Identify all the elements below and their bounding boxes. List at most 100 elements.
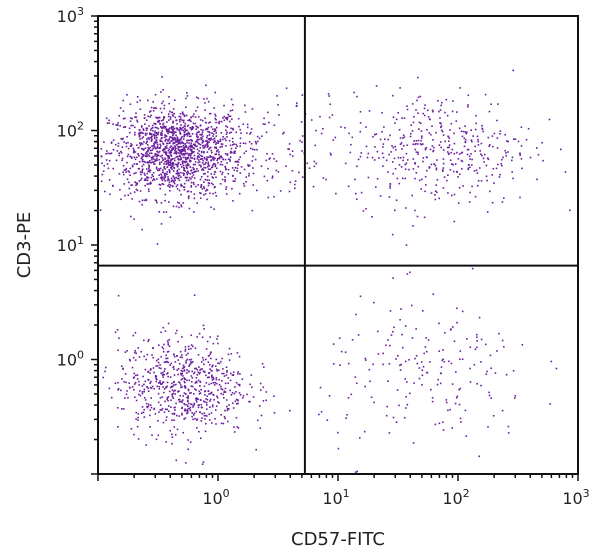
data-point — [476, 340, 478, 342]
data-point — [382, 146, 384, 148]
data-point — [491, 135, 494, 137]
data-point — [180, 386, 182, 389]
data-point — [477, 180, 480, 182]
data-point — [187, 197, 190, 200]
data-point — [192, 181, 195, 184]
data-point — [190, 358, 193, 361]
data-point — [406, 144, 409, 146]
data-point — [196, 202, 198, 204]
data-point — [158, 154, 160, 157]
data-point — [173, 182, 176, 185]
data-point — [168, 138, 170, 140]
data-point — [186, 396, 188, 399]
data-point — [211, 157, 214, 160]
data-point — [161, 346, 164, 348]
data-point — [430, 388, 432, 391]
data-point — [221, 156, 223, 159]
data-point — [501, 409, 504, 412]
data-point — [137, 438, 140, 440]
data-point — [122, 110, 125, 112]
data-point — [171, 442, 173, 445]
data-point — [201, 131, 204, 134]
data-point — [183, 147, 186, 150]
data-point — [234, 166, 237, 169]
data-point — [232, 127, 234, 130]
data-point — [513, 138, 515, 140]
data-point — [229, 115, 232, 117]
data-point — [110, 141, 113, 144]
data-point — [449, 159, 452, 161]
data-point — [239, 394, 242, 396]
data-point — [496, 350, 498, 352]
data-point — [417, 76, 419, 79]
data-point — [142, 411, 145, 414]
y-tick-label: 101 — [57, 234, 84, 255]
data-point — [195, 377, 198, 379]
data-point — [415, 151, 418, 153]
data-point — [455, 371, 457, 373]
data-point — [550, 360, 553, 363]
data-point — [183, 403, 185, 405]
data-point — [471, 164, 473, 166]
data-point — [146, 138, 148, 140]
data-point — [486, 179, 488, 182]
data-point — [464, 138, 467, 141]
data-point — [185, 164, 187, 167]
data-point — [189, 144, 192, 146]
data-point — [139, 135, 141, 137]
data-point — [430, 133, 432, 136]
data-point — [194, 382, 197, 384]
data-point — [192, 345, 194, 348]
data-point — [167, 149, 170, 152]
data-point — [172, 366, 174, 369]
data-point — [234, 180, 236, 182]
data-point — [186, 152, 189, 155]
data-point — [155, 377, 157, 380]
data-point — [157, 127, 160, 130]
data-point — [216, 338, 218, 340]
data-point — [136, 425, 139, 428]
data-point — [394, 167, 397, 170]
data-point — [331, 114, 334, 116]
data-point — [166, 129, 168, 131]
data-point — [133, 433, 135, 436]
data-point — [163, 104, 166, 107]
data-point — [213, 399, 215, 401]
data-point — [186, 167, 188, 170]
data-point — [221, 143, 224, 145]
data-point — [146, 406, 149, 409]
data-point — [142, 375, 144, 378]
data-point — [167, 161, 170, 164]
data-point — [168, 338, 171, 341]
data-point — [199, 371, 201, 374]
data-point — [287, 148, 289, 150]
data-point — [173, 374, 176, 376]
data-point — [141, 412, 143, 414]
data-point — [152, 155, 154, 158]
data-point — [154, 376, 157, 378]
data-point — [228, 132, 231, 134]
data-point — [201, 162, 204, 164]
data-point — [325, 178, 327, 181]
data-point — [222, 158, 224, 161]
data-point — [442, 158, 445, 160]
data-point — [119, 107, 122, 109]
data-point — [159, 107, 162, 110]
data-point — [176, 414, 178, 417]
data-point — [187, 156, 189, 159]
data-point — [458, 127, 461, 130]
data-point — [144, 161, 147, 164]
data-point — [130, 215, 132, 218]
data-point — [142, 128, 144, 130]
data-point — [122, 368, 124, 370]
data-point — [187, 172, 190, 174]
data-point — [206, 395, 209, 397]
data-point — [159, 139, 162, 141]
data-point — [238, 384, 241, 387]
data-point — [208, 164, 211, 167]
data-point — [184, 387, 187, 389]
data-point — [200, 389, 202, 391]
data-point — [364, 357, 367, 360]
data-point — [449, 329, 452, 331]
data-point — [196, 135, 198, 138]
